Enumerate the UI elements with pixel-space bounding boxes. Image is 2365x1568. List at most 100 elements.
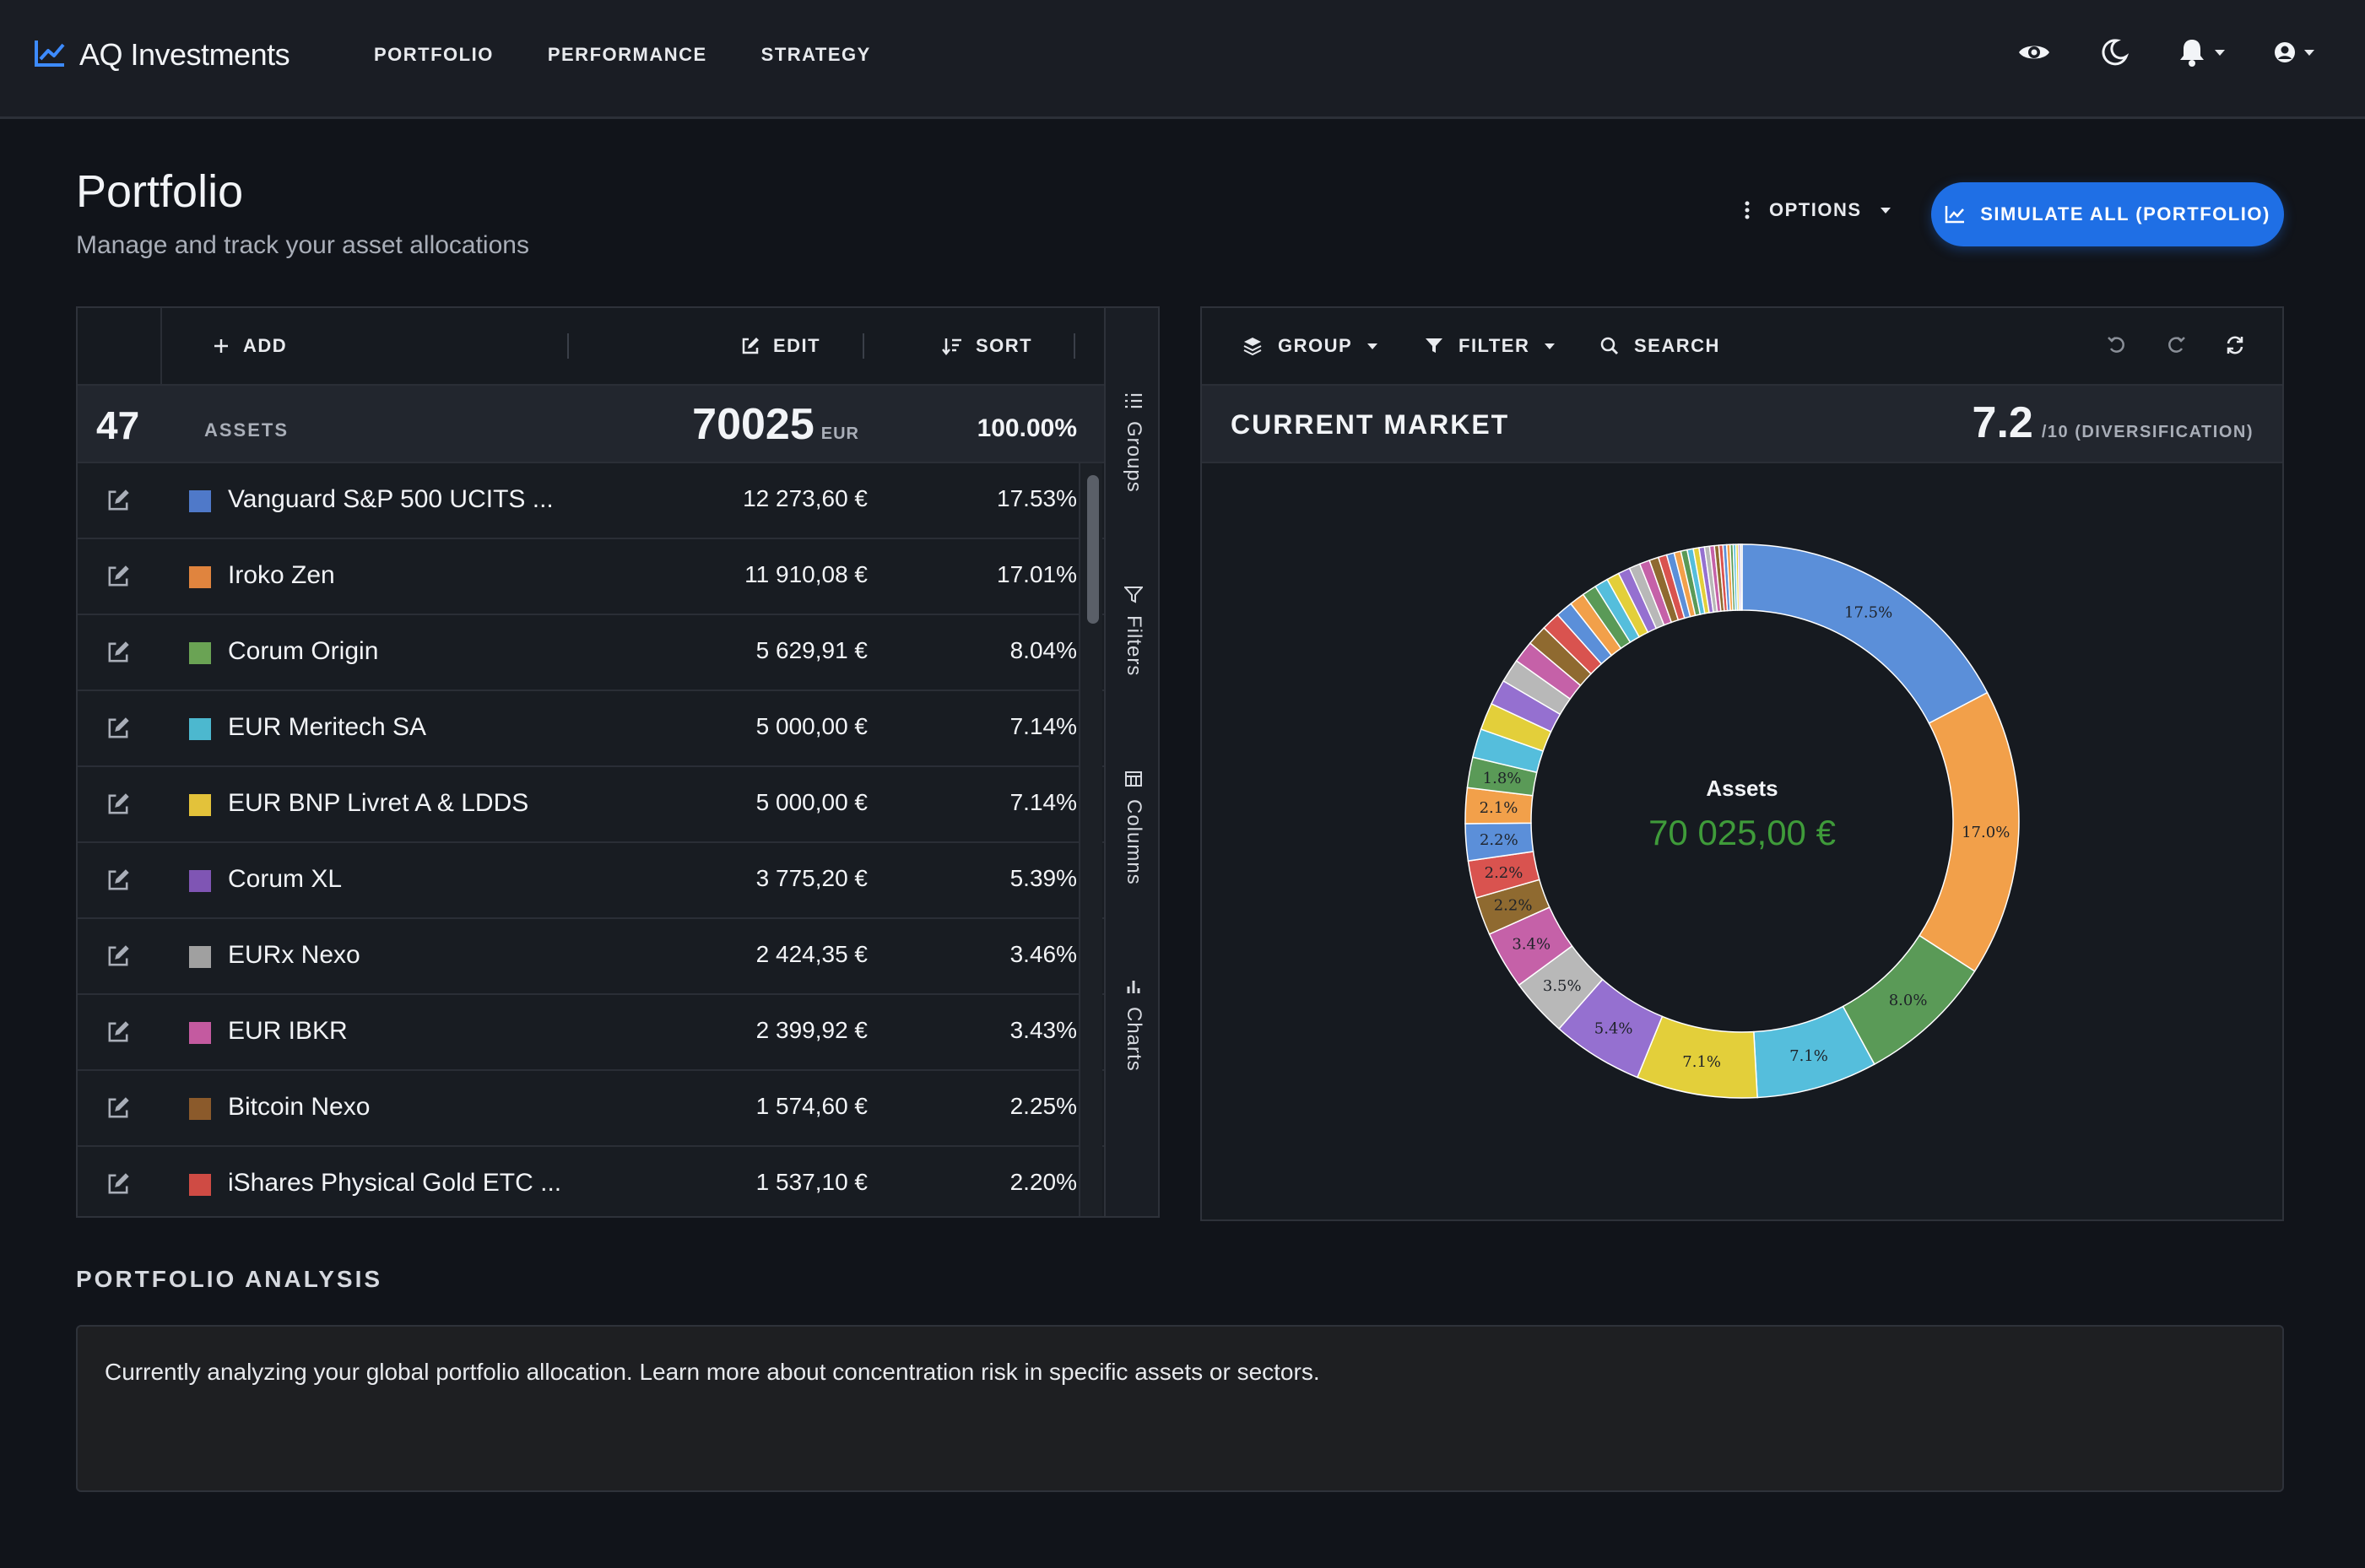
page-subtitle: Manage and track your asset allocations: [76, 231, 529, 259]
edit-row-icon[interactable]: [106, 1020, 130, 1048]
table-scrollbar[interactable]: [1079, 463, 1102, 1216]
tab-groups[interactable]: Groups: [1106, 392, 1158, 493]
search-button[interactable]: SEARCH: [1600, 335, 1720, 357]
layers-icon: [1243, 338, 1262, 356]
brand-title: AQ Investments: [79, 37, 290, 72]
color-swatch: [189, 566, 211, 588]
analysis-box: Currently analyzing your global portfoli…: [76, 1325, 2284, 1492]
refresh-icon[interactable]: [2225, 335, 2245, 355]
eye-icon[interactable]: [2017, 41, 2051, 64]
total-value: 70025 EUR: [692, 399, 859, 450]
filter-icon: [1124, 587, 1143, 603]
asset-percent: 3.43%: [1009, 1017, 1077, 1043]
slice-label: 17.5%: [1844, 604, 1892, 622]
asset-count: 47: [96, 403, 140, 447]
slice-label: 7.1%: [1682, 1053, 1721, 1071]
donut-slice[interactable]: [1740, 543, 1743, 611]
asset-value: 2 424,35 €: [755, 941, 868, 967]
table-toolbar: ADD EDIT SORT: [78, 308, 1104, 386]
market-chart-panel: GROUP FILTER SEARCH CURRENT MARKET 7.2 /…: [1200, 306, 2284, 1221]
table-row[interactable]: Iroko Zen 11 910,08 € 17.01%: [78, 539, 1104, 615]
edit-row-icon[interactable]: [106, 1172, 130, 1200]
chevron-down-icon: [2304, 49, 2314, 56]
edit-row-icon[interactable]: [106, 565, 130, 592]
user-menu[interactable]: [2274, 41, 2314, 63]
edit-row-icon[interactable]: [106, 868, 130, 896]
slice-label: 5.4%: [1594, 1020, 1633, 1038]
undo-icon[interactable]: [2107, 335, 2127, 355]
asset-value: 12 273,60 €: [743, 485, 868, 511]
redo-icon[interactable]: [2166, 335, 2186, 355]
nav-portfolio[interactable]: PORTFOLIO: [374, 44, 494, 65]
donut-slice[interactable]: [1741, 543, 1989, 724]
sort-icon: [942, 338, 961, 355]
color-swatch: [189, 490, 211, 512]
filter-label: FILTER: [1459, 335, 1530, 356]
edit-row-icon[interactable]: [106, 792, 130, 820]
asset-name: EUR Meritech SA: [228, 713, 427, 741]
search-label: SEARCH: [1634, 335, 1720, 356]
filter-icon: [1426, 338, 1442, 353]
asset-value: 1 537,10 €: [755, 1169, 868, 1195]
total-amount: 70025: [692, 400, 814, 449]
edit-row-icon[interactable]: [106, 944, 130, 972]
chart-line-icon: [1945, 206, 1965, 224]
edit-button[interactable]: EDIT: [741, 335, 820, 357]
chevron-down-icon: [1367, 343, 1378, 349]
table-row[interactable]: EURx Nexo 2 424,35 € 3.46%: [78, 919, 1104, 995]
sort-button[interactable]: SORT: [942, 335, 1032, 357]
table-row[interactable]: EUR BNP Livret A & LDDS 5 000,00 € 7.14%: [78, 767, 1104, 843]
color-swatch: [189, 1098, 211, 1120]
asset-percent: 2.20%: [1009, 1169, 1077, 1195]
filter-button[interactable]: FILTER: [1425, 335, 1556, 357]
table-row[interactable]: Corum XL 3 775,20 € 5.39%: [78, 843, 1104, 919]
nav-performance[interactable]: PERFORMANCE: [547, 44, 707, 65]
asset-name: Vanguard S&P 500 UCITS ...: [228, 485, 554, 513]
notifications-menu[interactable]: [2178, 37, 2225, 68]
edit-row-icon[interactable]: [106, 489, 130, 516]
table-row[interactable]: Vanguard S&P 500 UCITS ... 12 273,60 € 17.…: [78, 463, 1104, 539]
tab-charts[interactable]: Charts: [1106, 978, 1158, 1072]
asset-value: 5 000,00 €: [755, 713, 868, 739]
toolbar-divider: [567, 333, 569, 359]
table-row[interactable]: EUR Meritech SA 5 000,00 € 7.14%: [78, 691, 1104, 767]
tab-charts-label: Charts: [1123, 1007, 1145, 1072]
asset-name: EUR IBKR: [228, 1017, 348, 1045]
color-swatch: [189, 1022, 211, 1044]
edit-row-icon[interactable]: [106, 641, 130, 668]
asset-name: EURx Nexo: [228, 941, 360, 969]
add-button[interactable]: ADD: [213, 335, 287, 357]
tab-filters[interactable]: Filters: [1106, 587, 1158, 676]
assets-table-panel: ADD EDIT SORT 47 ASSETS 70025 EUR 100.00…: [76, 306, 1160, 1218]
color-swatch: [189, 1174, 211, 1196]
tab-columns[interactable]: Columns: [1106, 770, 1158, 885]
table-row[interactable]: iShares Physical Gold ETC ... 1 537,10 € 2…: [78, 1147, 1104, 1216]
options-button[interactable]: OPTIONS: [1744, 199, 1891, 221]
edit-row-icon[interactable]: [106, 1096, 130, 1124]
table-row[interactable]: Bitcoin Nexo 1 574,60 € 2.25%: [78, 1071, 1104, 1147]
asset-rows: Vanguard S&P 500 UCITS ... 12 273,60 € 17.…: [78, 463, 1104, 1216]
edit-row-icon[interactable]: [106, 716, 130, 744]
simulate-label: SIMULATE ALL (PORTFOLIO): [1980, 203, 2270, 224]
user-icon: [2275, 42, 2295, 62]
asset-name: Bitcoin Nexo: [228, 1093, 371, 1121]
moon-icon[interactable]: [2100, 38, 2129, 67]
nav-strategy[interactable]: STRATEGY: [760, 44, 871, 65]
allocation-donut-chart[interactable]: 17.5% 17.0% 8.0% 7.1% 7.1% 5.4% 3.5% 3.4% 2.2% 2.…: [1202, 463, 2284, 1221]
top-navbar: AQ Investments PORTFOLIO PERFORMANCE STR…: [0, 0, 2365, 119]
table-row[interactable]: EUR IBKR 2 399,92 € 3.43%: [78, 995, 1104, 1071]
assets-column-header[interactable]: ASSETS: [204, 419, 290, 441]
asset-percent: 7.14%: [1009, 713, 1077, 739]
market-header: CURRENT MARKET 7.2 /10 (DIVERSIFICATION): [1202, 386, 2282, 463]
analysis-title: PORTFOLIO ANALYSIS: [76, 1266, 383, 1292]
columns-icon: [1125, 771, 1142, 787]
brand[interactable]: AQ Investments: [34, 37, 290, 73]
scrollbar-thumb[interactable]: [1087, 475, 1099, 624]
add-label: ADD: [243, 335, 288, 356]
table-row[interactable]: Corum Origin 5 629,91 € 8.04%: [78, 615, 1104, 691]
main-nav: PORTFOLIO PERFORMANCE STRATEGY: [374, 44, 871, 66]
group-button[interactable]: GROUP: [1242, 335, 1378, 357]
asset-name: Corum XL: [228, 865, 343, 893]
simulate-all-button[interactable]: SIMULATE ALL (PORTFOLIO): [1931, 182, 2284, 246]
asset-name: EUR BNP Livret A & LDDS: [228, 789, 529, 817]
